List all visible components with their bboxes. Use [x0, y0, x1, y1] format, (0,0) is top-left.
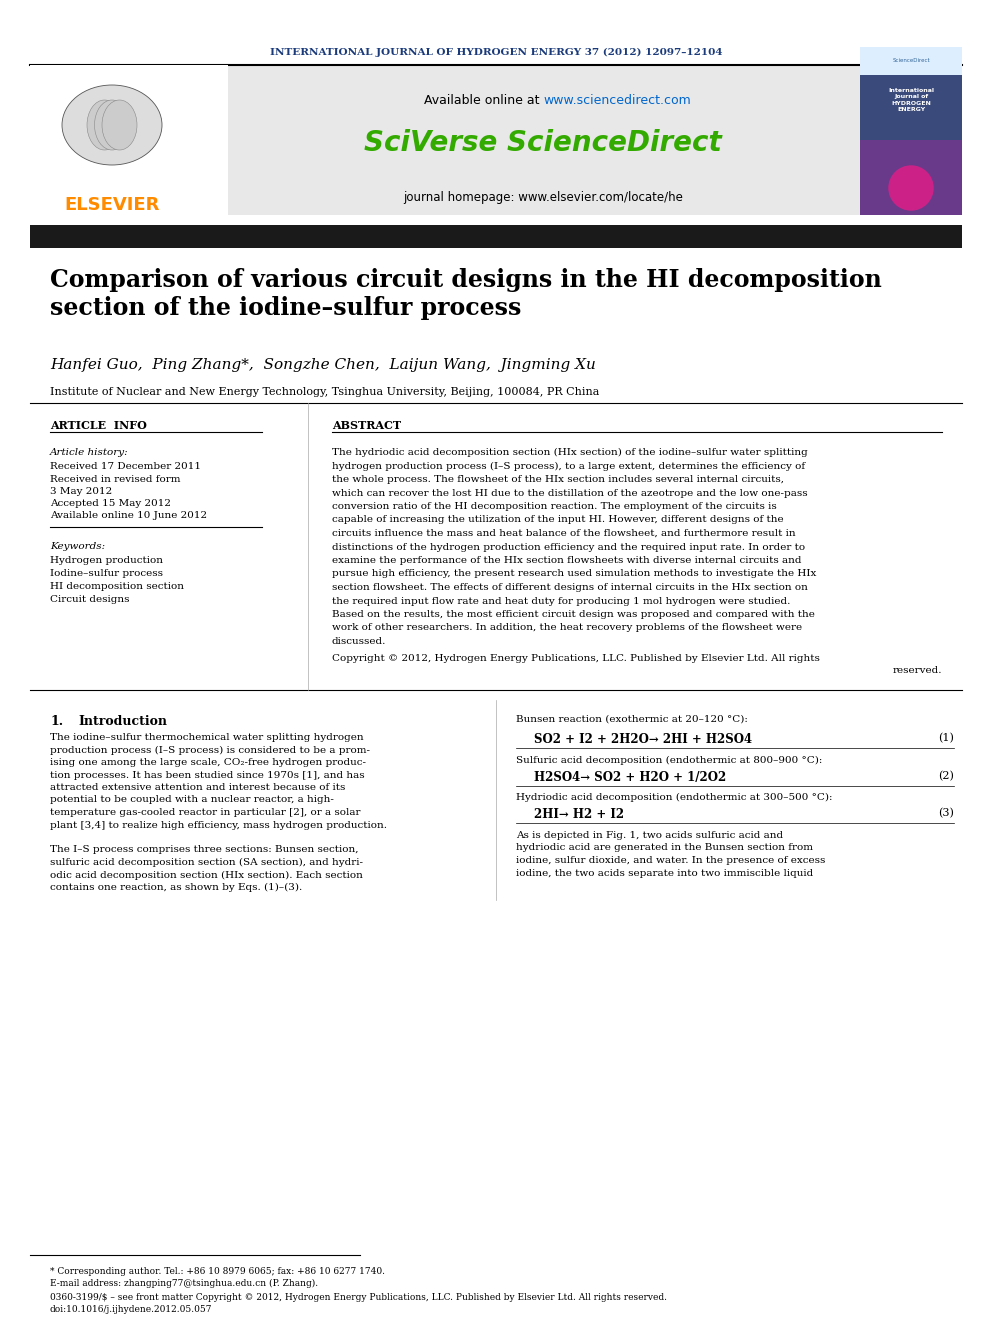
- Text: (2): (2): [938, 771, 954, 782]
- Text: International
Journal of
HYDROGEN
ENERGY: International Journal of HYDROGEN ENERGY: [888, 87, 934, 112]
- Bar: [860, 48, 962, 75]
- Text: * Corresponding author. Tel.: +86 10 8979 6065; fax: +86 10 6277 1740.: * Corresponding author. Tel.: +86 10 897…: [50, 1267, 385, 1275]
- Text: which can recover the lost HI due to the distillation of the azeotrope and the l: which can recover the lost HI due to the…: [332, 488, 807, 497]
- Text: work of other researchers. In addition, the heat recovery problems of the flowsh: work of other researchers. In addition, …: [332, 623, 803, 632]
- Ellipse shape: [102, 101, 137, 149]
- Bar: [30, 65, 228, 216]
- Text: ARTICLE  INFO: ARTICLE INFO: [50, 419, 147, 431]
- Text: Hanfei Guo,  Ping Zhang*,  Songzhe Chen,  Laijun Wang,  Jingming Xu: Hanfei Guo, Ping Zhang*, Songzhe Chen, L…: [50, 359, 596, 372]
- Text: ScienceDirect: ScienceDirect: [892, 58, 930, 64]
- Text: Copyright © 2012, Hydrogen Energy Publications, LLC. Published by Elsevier Ltd. : Copyright © 2012, Hydrogen Energy Public…: [332, 654, 819, 663]
- Text: capable of increasing the utilization of the input HI. However, different design: capable of increasing the utilization of…: [332, 516, 784, 524]
- Text: The hydriodic acid decomposition section (HIx section) of the iodine–sulfur wate: The hydriodic acid decomposition section…: [332, 448, 807, 458]
- Text: Bunsen reaction (exothermic at 20–120 °C):: Bunsen reaction (exothermic at 20–120 °C…: [516, 714, 748, 724]
- Text: 1.: 1.: [50, 714, 63, 728]
- Text: distinctions of the hydrogen production efficiency and the required input rate. : distinctions of the hydrogen production …: [332, 542, 806, 552]
- Text: (1): (1): [938, 733, 954, 744]
- Text: Hydrogen production: Hydrogen production: [50, 556, 163, 565]
- Text: journal homepage: www.elsevier.com/locate/he: journal homepage: www.elsevier.com/locat…: [403, 191, 682, 204]
- Text: Iodine–sulfur process: Iodine–sulfur process: [50, 569, 163, 578]
- Text: (3): (3): [938, 808, 954, 819]
- Text: iodine, the two acids separate into two immiscible liquid: iodine, the two acids separate into two …: [516, 868, 813, 877]
- Text: ELSEVIER: ELSEVIER: [64, 196, 160, 214]
- Text: sulfuric acid decomposition section (SA section), and hydri-: sulfuric acid decomposition section (SA …: [50, 859, 363, 867]
- Text: SO2 + I2 + 2H2O→ 2HI + H2SO4: SO2 + I2 + 2H2O→ 2HI + H2SO4: [534, 733, 752, 746]
- Text: conversion ratio of the HI decomposition reaction. The employment of the circuit: conversion ratio of the HI decomposition…: [332, 501, 777, 511]
- Text: Received in revised form: Received in revised form: [50, 475, 181, 484]
- Text: ABSTRACT: ABSTRACT: [332, 419, 401, 431]
- Bar: [860, 65, 962, 216]
- Text: Available online at: Available online at: [424, 94, 543, 106]
- Text: reserved.: reserved.: [893, 665, 942, 675]
- Text: circuits influence the mass and heat balance of the flowsheet, and furthermore r: circuits influence the mass and heat bal…: [332, 529, 796, 538]
- Text: discussed.: discussed.: [332, 636, 386, 646]
- Text: production process (I–S process) is considered to be a prom-: production process (I–S process) is cons…: [50, 745, 370, 754]
- Text: iodine, sulfur dioxide, and water. In the presence of excess: iodine, sulfur dioxide, and water. In th…: [516, 856, 825, 865]
- Text: H2SO4→ SO2 + H2O + 1/2O2: H2SO4→ SO2 + H2O + 1/2O2: [534, 771, 726, 785]
- Text: doi:10.1016/j.ijhydene.2012.05.057: doi:10.1016/j.ijhydene.2012.05.057: [50, 1304, 212, 1314]
- Text: hydrogen production process (I–S process), to a large extent, determines the eff: hydrogen production process (I–S process…: [332, 462, 806, 471]
- Bar: [30, 65, 962, 216]
- Text: plant [3,4] to realize high efficiency, mass hydrogen production.: plant [3,4] to realize high efficiency, …: [50, 820, 387, 830]
- Text: Comparison of various circuit designs in the HI decomposition
section of the iod: Comparison of various circuit designs in…: [50, 269, 882, 320]
- Text: E-mail address: zhangping77@tsinghua.edu.cn (P. Zhang).: E-mail address: zhangping77@tsinghua.edu…: [50, 1279, 318, 1289]
- Ellipse shape: [94, 101, 130, 149]
- Bar: [30, 225, 962, 247]
- Text: odic acid decomposition section (HIx section). Each section: odic acid decomposition section (HIx sec…: [50, 871, 363, 880]
- Text: Accepted 15 May 2012: Accepted 15 May 2012: [50, 499, 171, 508]
- Text: Available online 10 June 2012: Available online 10 June 2012: [50, 511, 207, 520]
- Text: temperature gas-cooled reactor in particular [2], or a solar: temperature gas-cooled reactor in partic…: [50, 808, 360, 818]
- Text: As is depicted in Fig. 1, two acids sulfuric acid and: As is depicted in Fig. 1, two acids sulf…: [516, 831, 783, 840]
- Circle shape: [901, 179, 921, 198]
- Bar: [860, 140, 962, 216]
- Text: pursue high efficiency, the present research used simulation methods to investig: pursue high efficiency, the present rese…: [332, 569, 816, 578]
- Text: contains one reaction, as shown by Eqs. (1)–(3).: contains one reaction, as shown by Eqs. …: [50, 882, 303, 892]
- Text: Article history:: Article history:: [50, 448, 129, 456]
- Text: www.sciencedirect.com: www.sciencedirect.com: [543, 94, 690, 106]
- Text: attracted extensive attention and interest because of its: attracted extensive attention and intere…: [50, 783, 345, 792]
- Text: 0360-3199/$ – see front matter Copyright © 2012, Hydrogen Energy Publications, L: 0360-3199/$ – see front matter Copyright…: [50, 1293, 667, 1302]
- Ellipse shape: [87, 101, 122, 149]
- Circle shape: [889, 165, 933, 210]
- Text: ising one among the large scale, CO₂-free hydrogen produc-: ising one among the large scale, CO₂-fre…: [50, 758, 366, 767]
- Text: Sulfuric acid decomposition (endothermic at 800–900 °C):: Sulfuric acid decomposition (endothermic…: [516, 755, 822, 765]
- Text: Received 17 December 2011: Received 17 December 2011: [50, 462, 201, 471]
- Ellipse shape: [62, 85, 162, 165]
- Circle shape: [895, 172, 927, 204]
- Text: SciVerse ScienceDirect: SciVerse ScienceDirect: [364, 130, 722, 157]
- Text: Keywords:: Keywords:: [50, 542, 105, 550]
- Text: section flowsheet. The effects of different designs of internal circuits in the : section flowsheet. The effects of differ…: [332, 583, 807, 591]
- Text: Based on the results, the most efficient circuit design was proposed and compare: Based on the results, the most efficient…: [332, 610, 814, 619]
- Text: The I–S process comprises three sections: Bunsen section,: The I–S process comprises three sections…: [50, 845, 358, 855]
- Text: the required input flow rate and heat duty for producing 1 mol hydrogen were stu: the required input flow rate and heat du…: [332, 597, 791, 606]
- Text: hydriodic acid are generated in the Bunsen section from: hydriodic acid are generated in the Buns…: [516, 844, 813, 852]
- Text: Hydriodic acid decomposition (endothermic at 300–500 °C):: Hydriodic acid decomposition (endothermi…: [516, 792, 832, 802]
- Text: tion processes. It has been studied since 1970s [1], and has: tion processes. It has been studied sinc…: [50, 770, 365, 779]
- Text: examine the performance of the HIx section flowsheets with diverse internal circ: examine the performance of the HIx secti…: [332, 556, 802, 565]
- Text: 2HI→ H2 + I2: 2HI→ H2 + I2: [534, 808, 624, 822]
- Text: INTERNATIONAL JOURNAL OF HYDROGEN ENERGY 37 (2012) 12097–12104: INTERNATIONAL JOURNAL OF HYDROGEN ENERGY…: [270, 48, 722, 57]
- Text: Institute of Nuclear and New Energy Technology, Tsinghua University, Beijing, 10: Institute of Nuclear and New Energy Tech…: [50, 388, 599, 397]
- Text: Introduction: Introduction: [78, 714, 167, 728]
- Text: HI decomposition section: HI decomposition section: [50, 582, 184, 591]
- Text: potential to be coupled with a nuclear reactor, a high-: potential to be coupled with a nuclear r…: [50, 795, 334, 804]
- Text: Circuit designs: Circuit designs: [50, 595, 130, 605]
- Text: The iodine–sulfur thermochemical water splitting hydrogen: The iodine–sulfur thermochemical water s…: [50, 733, 364, 742]
- Text: the whole process. The flowsheet of the HIx section includes several internal ci: the whole process. The flowsheet of the …: [332, 475, 784, 484]
- Text: 3 May 2012: 3 May 2012: [50, 487, 112, 496]
